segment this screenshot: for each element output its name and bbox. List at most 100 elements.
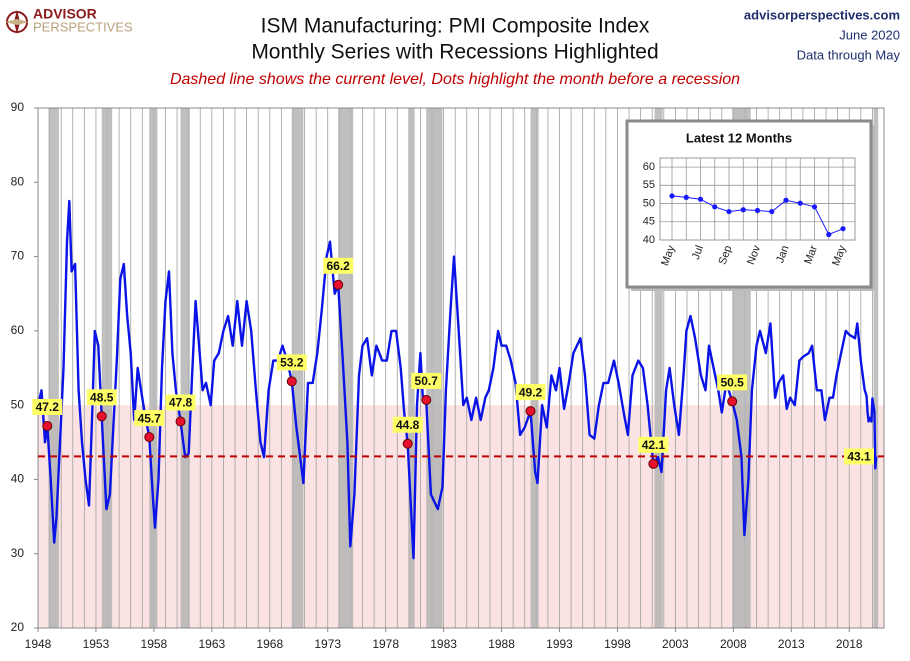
recession-band: [101, 108, 113, 628]
recession-point-label: 66.2: [326, 259, 350, 273]
chart-title: ISM Manufacturing: PMI Composite Index: [261, 15, 650, 38]
label-bg: [392, 416, 423, 433]
y-tick-label: 50: [11, 397, 25, 411]
x-tick-label: 1958: [141, 637, 168, 651]
inset-y-tick-label: 60: [643, 161, 655, 173]
x-tick-label: 1968: [256, 637, 283, 651]
site: advisorperspectives.com: [744, 7, 900, 22]
inset-point: [783, 197, 789, 203]
recession-band: [48, 108, 59, 628]
y-tick-label: 90: [11, 100, 25, 114]
inset-y-tick-label: 50: [643, 197, 655, 209]
x-tick-label: 2013: [778, 637, 805, 651]
inset-x-tick-label: Jul: [690, 244, 706, 261]
inset-y-tick-label: 40: [643, 234, 655, 246]
inset-point: [797, 200, 803, 206]
label-bg: [276, 354, 307, 371]
recession-band: [180, 108, 190, 628]
label-bg: [86, 389, 117, 406]
annotation: Dashed line shows the current level, Dot…: [170, 71, 740, 88]
label-bg: [323, 257, 354, 274]
label-bg: [844, 448, 874, 465]
recession-band: [654, 108, 663, 628]
main-plot: 20 30 40 50 60 70 80 90 1948 1953 1958 1963 1968 1973…: [11, 100, 885, 651]
recession-point: [421, 394, 432, 405]
recession-point: [648, 458, 659, 469]
y-tick-label: 30: [11, 546, 25, 560]
x-tick-label: 1978: [372, 637, 399, 651]
inset-point: [712, 204, 718, 210]
logo-text: PERSPECTIVES: [33, 19, 133, 34]
recession-point-label: 44.8: [396, 418, 420, 432]
label-bg: [717, 374, 748, 391]
x-tick-label: 1973: [314, 637, 341, 651]
label-bg: [411, 372, 442, 389]
recession-point: [96, 411, 107, 422]
inset-point: [669, 193, 675, 199]
inset-point: [826, 231, 832, 238]
logo-text: ADVISOR: [33, 6, 97, 22]
recession-band: [873, 108, 879, 628]
recession-point-label: 49.2: [519, 385, 543, 399]
label-bg: [134, 410, 165, 427]
y-tick-label: 60: [11, 323, 25, 337]
recession-point: [402, 438, 413, 449]
label-bg: [638, 436, 669, 453]
current-level-label: 43.1: [847, 450, 871, 464]
label-bg: [515, 384, 546, 401]
recession-point: [286, 376, 297, 387]
recession-point: [525, 406, 536, 417]
recession-band: [426, 108, 443, 628]
y-tick-label: 20: [11, 620, 25, 634]
recession-point: [333, 279, 344, 290]
recession-point: [727, 396, 738, 407]
inset-x-tick-label: Jan: [774, 244, 791, 265]
inset-point: [769, 208, 775, 215]
pmi-line: [36, 199, 878, 560]
below-threshold-shade: [38, 405, 884, 628]
data-through: Data through May: [797, 47, 901, 62]
inset-point: [754, 207, 761, 214]
recession-band: [530, 108, 539, 628]
label-bg: [32, 398, 63, 415]
plot-border: [37, 107, 885, 629]
y-tick-label: 70: [11, 249, 25, 263]
recession-point-label: 45.7: [138, 411, 162, 425]
recession-band: [338, 108, 354, 628]
recession-point: [144, 432, 155, 443]
recession-point-label: 42.1: [642, 438, 666, 452]
recession-band: [408, 108, 415, 628]
recession-point: [42, 420, 53, 431]
recession-point-label: 48.5: [90, 390, 114, 404]
chart-title: Monthly Series with Recessions Highlight…: [251, 41, 658, 64]
date: June 2020: [839, 27, 900, 42]
recession-point-label: 53.2: [280, 356, 304, 370]
y-tick-label: 40: [11, 472, 25, 486]
recession-band: [149, 108, 158, 628]
inset-point: [740, 207, 746, 213]
inset-y-tick-label: 45: [643, 216, 655, 228]
x-tick-label: 1988: [488, 637, 515, 651]
x-tick-label: 1963: [198, 637, 225, 651]
logo-icon: [5, 10, 29, 34]
x-tick-label: 2008: [720, 637, 747, 651]
inset-point: [811, 204, 818, 210]
y-tick-label: 80: [11, 174, 25, 188]
inset-point: [697, 196, 704, 202]
x-tick-label: 2018: [836, 637, 863, 651]
label-bg: [165, 394, 196, 411]
recession-point-label: 47.2: [36, 400, 60, 414]
x-tick-label: 1983: [430, 637, 457, 651]
recession-point-label: 50.7: [415, 374, 439, 388]
inset-point: [840, 226, 846, 232]
recession-point-label: 50.5: [721, 376, 745, 390]
inset-title: Latest 12 Months: [686, 130, 792, 145]
x-tick-label: 1953: [83, 637, 110, 651]
recession-point: [175, 416, 186, 427]
inset-point: [726, 208, 732, 215]
x-tick-label: 1998: [604, 637, 631, 651]
x-tick-label: 2003: [662, 637, 689, 651]
recession-point-label: 47.8: [169, 396, 193, 410]
